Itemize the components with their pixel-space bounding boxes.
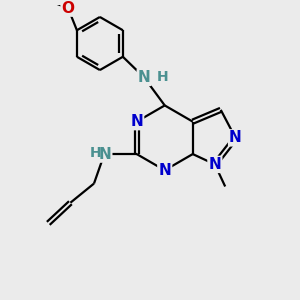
Text: N: N — [208, 157, 221, 172]
Text: H: H — [157, 70, 168, 84]
Text: O: O — [61, 1, 75, 16]
Text: N: N — [138, 70, 151, 85]
Text: N: N — [98, 147, 111, 162]
Text: H: H — [90, 146, 102, 161]
Text: N: N — [158, 163, 171, 178]
Text: N: N — [229, 130, 242, 146]
Text: N: N — [130, 114, 143, 129]
